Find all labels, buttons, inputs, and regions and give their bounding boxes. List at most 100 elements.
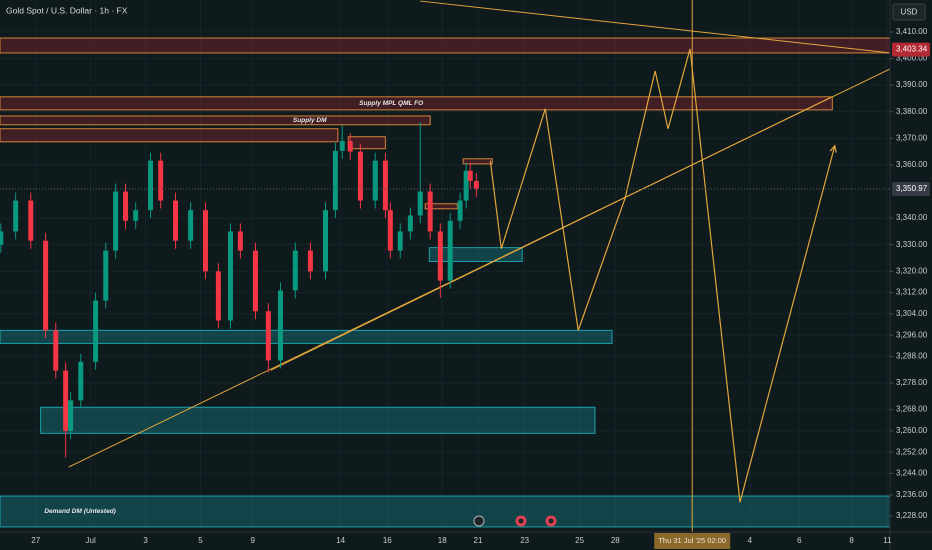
y-tick-label: 3,320.00 (896, 266, 928, 275)
candle-body (407, 215, 413, 232)
price-label: 3,403.34 (896, 45, 928, 54)
event-icon-inner (518, 518, 524, 524)
candle-body (417, 191, 423, 216)
candle-body (437, 231, 443, 281)
candle-body (188, 210, 194, 241)
candle-body (332, 150, 338, 211)
zone (0, 37, 891, 54)
y-tick-label: 3,288.00 (896, 352, 928, 361)
y-tick-label: 3,228.00 (896, 511, 928, 520)
y-tick-label: 3,340.00 (896, 213, 928, 222)
y-tick-label: 3,296.00 (896, 330, 928, 339)
trendline (270, 97, 830, 371)
zone-label: Supply MPL QML FO (359, 100, 423, 107)
candle-body (339, 140, 345, 151)
y-tick-label: 3,370.00 (896, 133, 928, 142)
event-icons (473, 515, 557, 527)
y-tick-label: 3,400.00 (896, 54, 928, 63)
crosshair-label-box (654, 533, 731, 549)
candle-body (473, 180, 479, 189)
candle-body (28, 200, 34, 241)
price-label-box (892, 42, 930, 57)
projection-arrow (829, 144, 837, 153)
candle-body (53, 330, 59, 371)
zone (40, 406, 596, 434)
x-tick-label: 3 (143, 536, 148, 545)
candle-body (457, 200, 463, 221)
x-tick-label: 28 (611, 536, 620, 545)
zone (347, 136, 386, 150)
event-icon-inner (548, 518, 554, 524)
candle-body (237, 231, 243, 251)
candle-body (123, 191, 129, 221)
zone (0, 128, 339, 143)
x-tick-label: 11 (883, 536, 892, 545)
y-tick-label: 3,312.00 (896, 288, 928, 297)
x-tick-label: 18 (438, 536, 447, 545)
candle-body (357, 151, 363, 201)
x-tick-label: 8 (849, 536, 854, 545)
candle-body (307, 250, 313, 272)
zone (0, 495, 891, 528)
candle-body (0, 231, 4, 245)
x-tick-label: 23 (520, 536, 529, 545)
zone (0, 329, 613, 344)
y-tick-label: 3,330.00 (896, 240, 928, 249)
y-tick-label: 3,304.00 (896, 309, 928, 318)
y-tick-label: 3,360.00 (896, 160, 928, 169)
candle-body (133, 210, 139, 221)
event-icon[interactable] (473, 515, 485, 527)
x-tick-label: 21 (474, 536, 483, 545)
candle-body (68, 400, 74, 431)
candle-body (347, 140, 353, 152)
candle-body (78, 361, 84, 401)
y-tick-label: 3,268.00 (896, 405, 928, 414)
zone (424, 203, 458, 210)
currency-label[interactable]: USD (901, 8, 918, 17)
currency-button[interactable] (892, 3, 926, 21)
candle-body (292, 250, 298, 291)
y-tick-label: 3,244.00 (896, 469, 928, 478)
x-tick-label: 5 (198, 536, 203, 545)
candle-body (148, 160, 154, 211)
candle-body (382, 160, 388, 211)
x-tick-label: 6 (797, 536, 802, 545)
candle-body (397, 231, 403, 251)
trendline (420, 0, 891, 54)
candle-body (173, 200, 179, 241)
candle-body (463, 170, 469, 201)
candle-body (277, 290, 283, 361)
zone (0, 96, 833, 111)
candle-body (93, 300, 99, 362)
x-tick-label: 14 (336, 536, 345, 545)
x-tick-label: 27 (31, 536, 40, 545)
candle-body (467, 170, 473, 181)
x-tick-label: 16 (383, 536, 392, 545)
y-tick-label: 3,236.00 (896, 490, 928, 499)
candle-body (323, 210, 329, 272)
y-tick-label: 3,390.00 (896, 80, 928, 89)
projection-path (489, 48, 836, 503)
candle-body (113, 191, 119, 251)
zone (462, 158, 493, 165)
zone-label: Supply DM (293, 117, 327, 124)
x-tick-label: 9 (250, 536, 255, 545)
candle-body (103, 250, 109, 301)
candle-body (43, 240, 49, 331)
y-tick-label: 3,278.00 (896, 378, 928, 387)
y-tick-label: 3,380.00 (896, 107, 928, 116)
crosshair-label: Thu 31 Jul '25 02:00 (658, 536, 726, 545)
price-label: 3,350.97 (896, 184, 928, 193)
candle-body (202, 210, 208, 272)
x-tick-label: Jul (86, 536, 96, 545)
zone-label: Demand DM (Untested) (44, 508, 116, 515)
candle-body (447, 220, 453, 281)
candle-body (372, 160, 378, 201)
candle-body (227, 231, 233, 321)
zone (0, 115, 431, 126)
y-tick-label: 3,410.00 (896, 27, 928, 36)
y-tick-label: 3,252.00 (896, 447, 928, 456)
y-tick-label: 3,260.00 (896, 426, 928, 435)
